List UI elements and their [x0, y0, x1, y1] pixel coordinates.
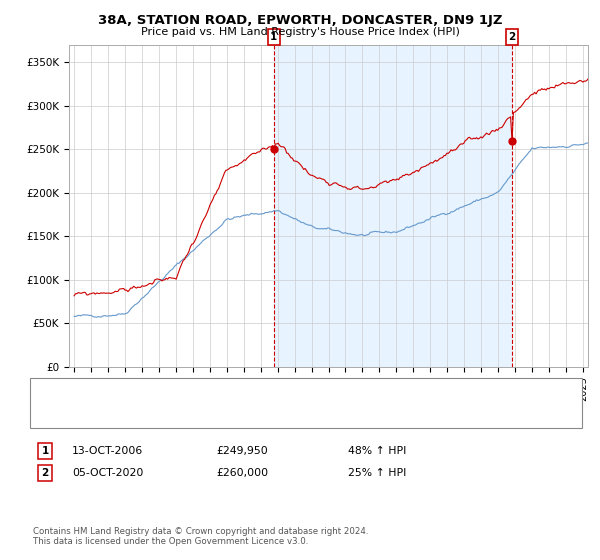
Text: 48% ↑ HPI: 48% ↑ HPI: [348, 446, 406, 456]
Text: £260,000: £260,000: [216, 468, 268, 478]
Text: 38A, STATION ROAD, EPWORTH, DONCASTER, DN9 1JZ: 38A, STATION ROAD, EPWORTH, DONCASTER, D…: [98, 14, 502, 27]
Text: 1: 1: [270, 32, 278, 42]
Text: 25% ↑ HPI: 25% ↑ HPI: [348, 468, 406, 478]
Text: Contains HM Land Registry data © Crown copyright and database right 2024.
This d: Contains HM Land Registry data © Crown c…: [33, 526, 368, 546]
Text: 1: 1: [41, 446, 49, 456]
Text: ─────: ─────: [54, 383, 88, 393]
Text: 05-OCT-2020: 05-OCT-2020: [72, 468, 143, 478]
Text: Price paid vs. HM Land Registry's House Price Index (HPI): Price paid vs. HM Land Registry's House …: [140, 27, 460, 37]
Text: 13-OCT-2006: 13-OCT-2006: [72, 446, 143, 456]
Text: 2: 2: [508, 32, 515, 42]
Text: 2: 2: [41, 468, 49, 478]
Text: £249,950: £249,950: [216, 446, 268, 456]
Text: HPI: Average price, detached house, North Lincolnshire: HPI: Average price, detached house, Nort…: [105, 413, 380, 423]
Text: 38A, STATION ROAD, EPWORTH, DONCASTER, DN9 1JZ (detached house): 38A, STATION ROAD, EPWORTH, DONCASTER, D…: [105, 383, 467, 393]
Bar: [274, 45, 512, 367]
Text: ─────: ─────: [54, 413, 88, 423]
